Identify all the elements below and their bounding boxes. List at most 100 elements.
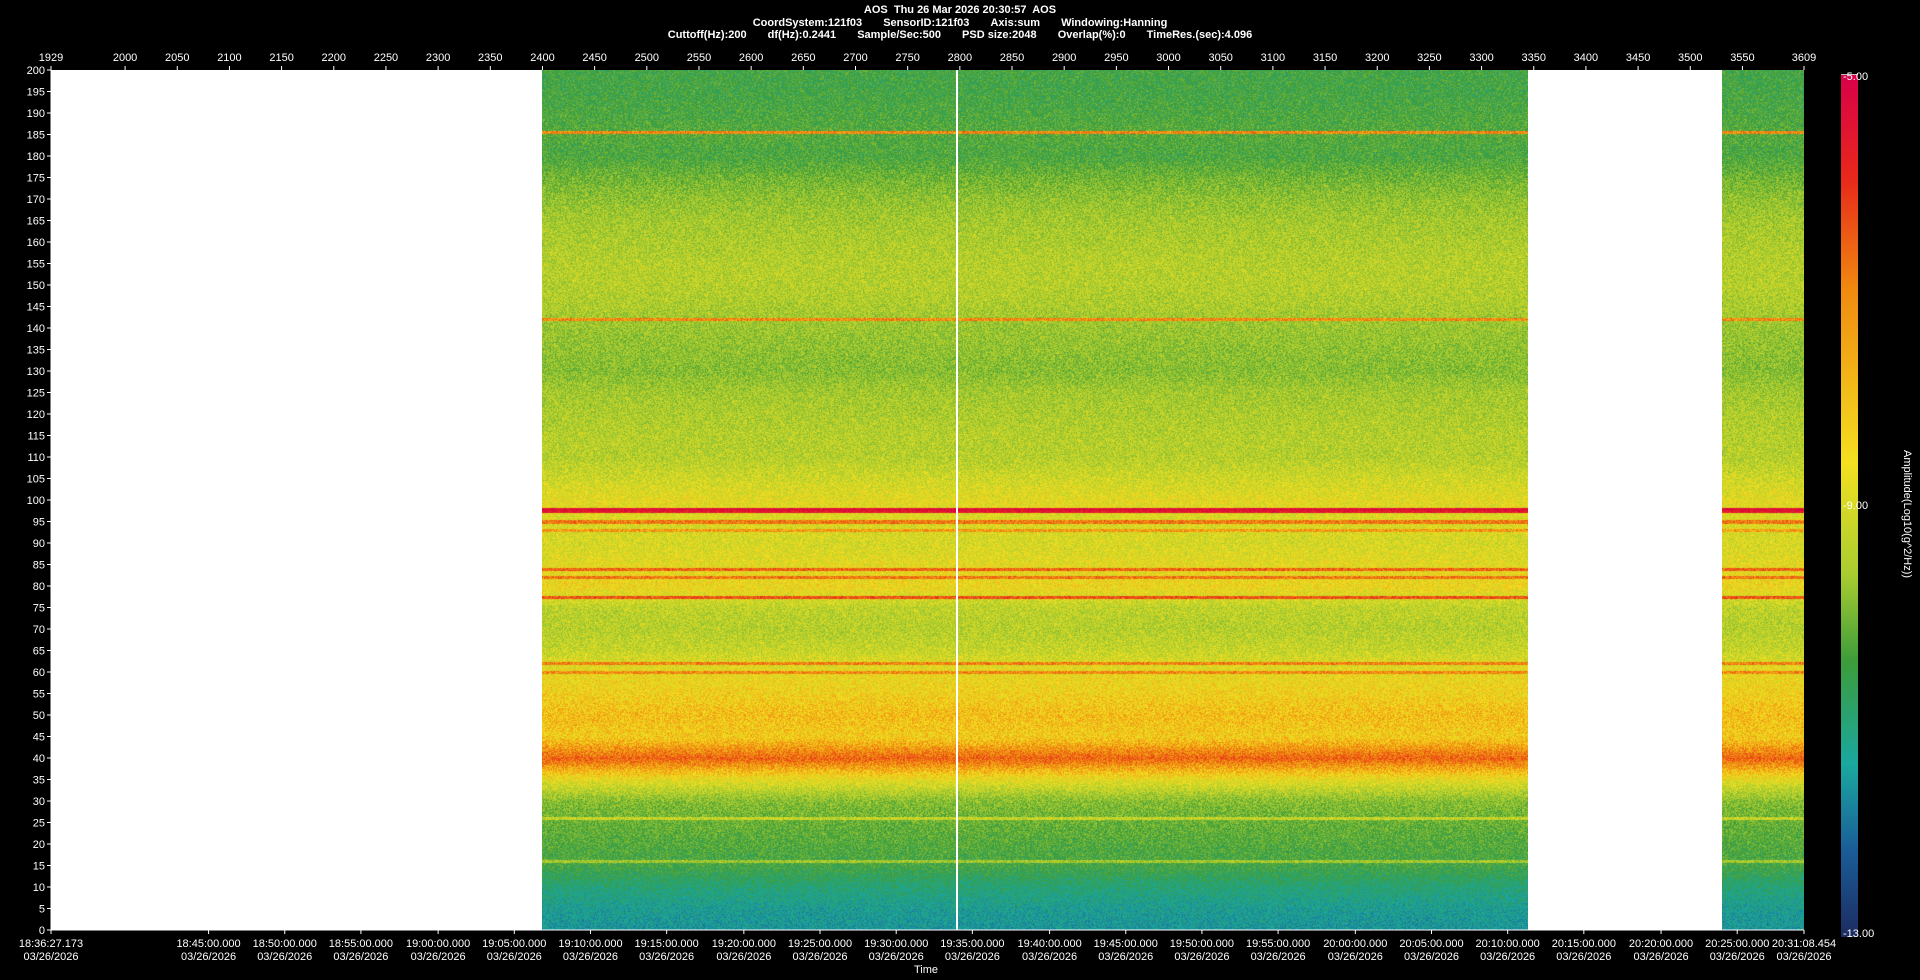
bottom-tick-time: 19:45:00.000 (1094, 938, 1158, 950)
bottom-tick-date: 03/26/2026 (1174, 951, 1229, 963)
top-tick-label: 2200 (322, 52, 346, 64)
header-title: AOS Thu 26 Mar 2026 20:30:57 AOS (863, 4, 1057, 16)
header-sensor-id: SensorID:121f03 (883, 16, 970, 29)
header-cutoff: Cuttoff(Hz):200 (667, 29, 747, 41)
header-row-sensor: CoordSystem:121f03 SensorID:121f03 Axis:… (0, 17, 1920, 30)
y-tick-label: 165 (27, 216, 45, 228)
header-row-params: Cuttoff(Hz):200 df(Hz):0.2441 Sample/Sec… (0, 29, 1920, 42)
top-tick-label: 3400 (1574, 52, 1598, 64)
bottom-tick-date: 03/26/2026 (1328, 951, 1383, 963)
y-tick-label: 85 (33, 560, 45, 572)
top-tick-label: 3150 (1313, 52, 1337, 64)
bottom-tick-time: 19:15:00.000 (635, 938, 699, 950)
bottom-tick-date: 03/26/2026 (716, 951, 771, 963)
bottom-tick-time: 19:00:00.000 (406, 938, 470, 950)
spectrogram-canvas-1 (1721, 70, 1804, 930)
bottom-tick-date: 03/26/2026 (792, 951, 847, 963)
bottom-tick-time: 19:55:00.000 (1246, 938, 1310, 950)
bottom-tick-time: 19:35:00.000 (940, 938, 1004, 950)
y-tick-label: 200 (27, 65, 45, 77)
top-tick-label: 2900 (1052, 52, 1076, 64)
top-tick-label: 2000 (113, 52, 137, 64)
y-tick-label: 95 (33, 517, 45, 529)
chart-header: AOS Thu 26 Mar 2026 20:30:57 AOS CoordSy… (0, 4, 1920, 42)
bottom-tick-date: 03/26/2026 (1098, 951, 1153, 963)
header-axis: Axis:sum (990, 16, 1041, 29)
top-tick-label: 3000 (1156, 52, 1180, 64)
y-tick-label: 130 (27, 366, 45, 378)
top-tick-label: 3100 (1261, 52, 1285, 64)
bottom-tick-time: 20:31:08.454 (1772, 938, 1836, 950)
spectrogram-segment-1 (1721, 70, 1804, 930)
spectrogram-canvas-0 (542, 70, 1529, 930)
y-tick-label: 10 (33, 882, 45, 894)
y-tick-label: 20 (33, 839, 45, 851)
y-tick-label: 70 (33, 624, 45, 636)
y-tick-label: 80 (33, 581, 45, 593)
top-tick-label: 2700 (843, 52, 867, 64)
bottom-tick-date: 03/26/2026 (23, 951, 78, 963)
bottom-tick-date: 03/26/2026 (257, 951, 312, 963)
top-tick-label: 3350 (1522, 52, 1546, 64)
y-tick-label: 115 (27, 431, 45, 443)
y-tick-label: 145 (27, 302, 45, 314)
top-tick-label: 2100 (217, 52, 241, 64)
header-windowing: Windowing:Hanning (1061, 16, 1168, 29)
y-tick-label: 5 (39, 904, 45, 916)
y-tick-label: 185 (27, 130, 45, 142)
top-tick-label: 2800 (948, 52, 972, 64)
bottom-tick-time: 19:25:00.000 (788, 938, 852, 950)
header-row-title: AOS Thu 26 Mar 2026 20:30:57 AOS (0, 4, 1920, 17)
bottom-tick-time: 20:15:00.000 (1552, 938, 1616, 950)
y-tick-label: 65 (33, 646, 45, 658)
bottom-tick-time: 20:20:00.000 (1629, 938, 1693, 950)
top-tick-label: 3050 (1208, 52, 1232, 64)
y-tick-label: 190 (27, 108, 45, 120)
y-tick-label: 170 (27, 194, 45, 206)
top-tick-label: 2950 (1104, 52, 1128, 64)
bottom-tick-date: 03/26/2026 (1710, 951, 1765, 963)
bottom-tick-time: 20:10:00.000 (1476, 938, 1540, 950)
bottom-tick-time: 19:20:00.000 (712, 938, 776, 950)
y-tick-label: 50 (33, 710, 45, 722)
top-tick-label: 3550 (1730, 52, 1754, 64)
top-tick-label: 2150 (269, 52, 293, 64)
top-tick-label: 2250 (374, 52, 398, 64)
top-tick-label: 2050 (165, 52, 189, 64)
top-tick-label: 2850 (1000, 52, 1024, 64)
bottom-tick-time: 18:45:00.000 (176, 938, 240, 950)
bottom-tick-time: 18:50:00.000 (253, 938, 317, 950)
bottom-tick-time: 20:00:00.000 (1323, 938, 1387, 950)
bottom-tick-time: 20:25:00.000 (1705, 938, 1769, 950)
top-tick-label: 2650 (791, 52, 815, 64)
bottom-tick-time: 19:10:00.000 (558, 938, 622, 950)
bottom-tick-date: 03/26/2026 (563, 951, 618, 963)
colorbar-title: Amplitude(Log10(g^2/Hz)) (1901, 450, 1913, 579)
top-tick-label: 2500 (635, 52, 659, 64)
colorbar-max-label: -5.00 (1843, 71, 1869, 83)
y-tick-label: 100 (27, 495, 45, 507)
y-tick-label: 0 (39, 925, 45, 937)
top-tick-label: 3500 (1678, 52, 1702, 64)
top-tick-label: 2300 (426, 52, 450, 64)
colorbar-mid-label: -9.00 (1843, 500, 1869, 512)
colorbar-min-label: -13.00 (1843, 928, 1875, 940)
bottom-tick-time: 18:55:00.000 (329, 938, 393, 950)
bottom-tick-date: 03/26/2026 (869, 951, 924, 963)
bottom-tick-date: 03/26/2026 (1556, 951, 1611, 963)
top-tick-label: 1929 (39, 52, 63, 64)
bottom-tick-time: 19:50:00.000 (1170, 938, 1234, 950)
y-tick-label: 195 (27, 87, 45, 99)
spectrogram-plot-area[interactable] (51, 70, 1804, 930)
y-tick-label: 135 (27, 345, 45, 357)
bottom-tick-date: 03/26/2026 (1634, 951, 1689, 963)
bottom-tick-date: 03/26/2026 (1022, 951, 1077, 963)
header-psd-size: PSD size:2048 (962, 29, 1037, 41)
top-tick-label: 2600 (739, 52, 763, 64)
y-tick-label: 175 (27, 173, 45, 185)
header-overlap: Overlap(%):0 (1057, 29, 1126, 41)
time-cursor-line[interactable] (955, 70, 958, 930)
y-tick-label: 160 (27, 237, 45, 249)
x-axis-title: Time (914, 964, 939, 976)
